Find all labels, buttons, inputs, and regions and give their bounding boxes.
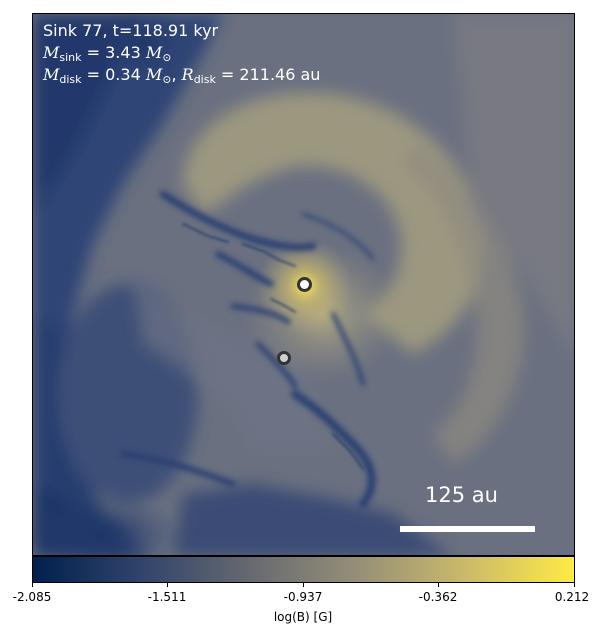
colorbar-tick bbox=[32, 583, 33, 587]
scale-bar-label: 125 au bbox=[425, 483, 498, 507]
colorbar bbox=[32, 556, 575, 583]
disk-radius-value: = 211.46 au bbox=[220, 65, 321, 84]
secondary-sink-marker bbox=[277, 351, 291, 365]
scale-bar bbox=[400, 526, 535, 532]
colorbar-tick bbox=[167, 583, 168, 587]
primary-sink-marker bbox=[297, 277, 312, 292]
field-map-image bbox=[33, 14, 574, 555]
colorbar-tick bbox=[574, 583, 575, 587]
colorbar-tick bbox=[303, 583, 304, 587]
colorbar-tick bbox=[438, 583, 439, 587]
colorbar-tick-label: 0.212 bbox=[554, 590, 590, 604]
colorbar-tick-label: -2.085 bbox=[12, 590, 52, 604]
disk-mass-symbol: M bbox=[43, 65, 60, 84]
magnetic-field-map: Sink 77, t=118.91 kyr Msink = 3.43 M⊙ Md… bbox=[32, 13, 575, 556]
colorbar-tick-label: -1.511 bbox=[147, 590, 187, 604]
solar-symbol-2: ⊙ bbox=[162, 73, 172, 86]
disk-radius-symbol: R bbox=[181, 65, 194, 84]
sink-mass-value: = 3.43 bbox=[86, 43, 141, 62]
colorbar-tick-label: -0.362 bbox=[418, 590, 458, 604]
solar-symbol: ⊙ bbox=[162, 51, 172, 64]
disk-radius-subscript: disk bbox=[193, 73, 216, 86]
colorbar-tick-label: -0.937 bbox=[283, 590, 323, 604]
sink-mass-subscript: sink bbox=[59, 51, 82, 64]
disk-mass-subscript: disk bbox=[59, 73, 82, 86]
sink-mass-symbol: M bbox=[43, 43, 60, 62]
colorbar-label: log(B) [G] bbox=[273, 610, 333, 624]
disk-mass-value: = 0.34 bbox=[86, 65, 141, 84]
disk-mass-unit: M bbox=[145, 65, 163, 84]
sink-mass-unit: M bbox=[145, 43, 163, 62]
sink-info-title: Sink 77, t=118.91 kyr bbox=[43, 21, 219, 40]
disk-info-line: Mdisk = 0.34 M⊙, Rdisk = 211.46 au bbox=[43, 65, 321, 86]
sink-mass-line: Msink = 3.43 M⊙ bbox=[43, 43, 171, 68]
